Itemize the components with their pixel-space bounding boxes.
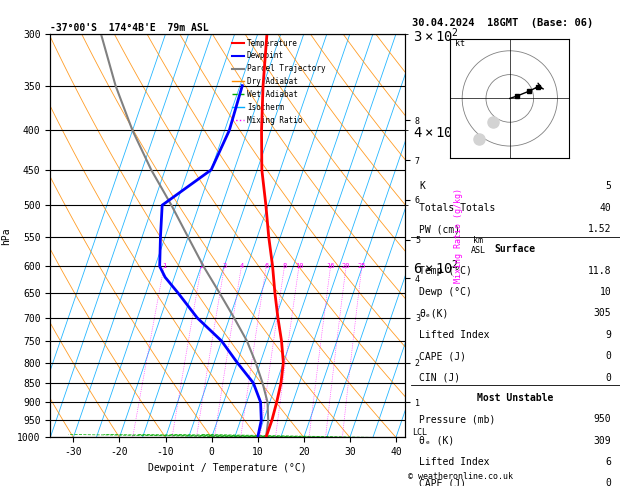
Text: Mixing Ratio (g/kg): Mixing Ratio (g/kg) xyxy=(454,188,463,283)
Text: 8: 8 xyxy=(282,263,287,269)
Text: 1: 1 xyxy=(162,263,166,269)
Text: Most Unstable: Most Unstable xyxy=(477,393,554,403)
Text: Dewp (°C): Dewp (°C) xyxy=(419,287,472,297)
Text: 950: 950 xyxy=(594,414,611,424)
Text: θₑ (K): θₑ (K) xyxy=(419,435,454,446)
Text: CAPE (J): CAPE (J) xyxy=(419,478,466,486)
Text: 11.8: 11.8 xyxy=(587,266,611,276)
Text: LCL: LCL xyxy=(412,428,427,437)
Text: 9: 9 xyxy=(605,330,611,340)
Text: Totals Totals: Totals Totals xyxy=(419,203,496,213)
Text: Temp (°C): Temp (°C) xyxy=(419,266,472,276)
Text: 10: 10 xyxy=(295,263,303,269)
Text: -37°00'S  174°4B'E  79m ASL: -37°00'S 174°4B'E 79m ASL xyxy=(50,23,209,33)
Text: K: K xyxy=(419,181,425,191)
Text: 4: 4 xyxy=(239,263,243,269)
Text: 3: 3 xyxy=(222,263,226,269)
Text: © weatheronline.co.uk: © weatheronline.co.uk xyxy=(408,472,513,481)
Text: 309: 309 xyxy=(594,435,611,446)
Text: 0: 0 xyxy=(605,351,611,361)
Text: 0: 0 xyxy=(605,373,611,382)
Text: 16: 16 xyxy=(326,263,335,269)
Text: CAPE (J): CAPE (J) xyxy=(419,351,466,361)
Text: 0: 0 xyxy=(605,478,611,486)
Text: 2: 2 xyxy=(199,263,204,269)
Text: Lifted Index: Lifted Index xyxy=(419,457,489,467)
Text: 6: 6 xyxy=(264,263,269,269)
X-axis label: Dewpoint / Temperature (°C): Dewpoint / Temperature (°C) xyxy=(148,463,307,473)
Text: 305: 305 xyxy=(594,309,611,318)
Text: 10: 10 xyxy=(599,287,611,297)
Text: 20: 20 xyxy=(342,263,350,269)
Text: 5: 5 xyxy=(605,181,611,191)
Text: kt: kt xyxy=(455,39,465,48)
Y-axis label: hPa: hPa xyxy=(1,227,11,244)
Text: 1.52: 1.52 xyxy=(587,224,611,234)
Text: 40: 40 xyxy=(599,203,611,213)
Text: 30.04.2024  18GMT  (Base: 06): 30.04.2024 18GMT (Base: 06) xyxy=(412,18,593,28)
Legend: Temperature, Dewpoint, Parcel Trajectory, Dry Adiabat, Wet Adiabat, Isotherm, Mi: Temperature, Dewpoint, Parcel Trajectory… xyxy=(230,35,328,128)
Text: 25: 25 xyxy=(358,263,366,269)
Text: Surface: Surface xyxy=(494,244,536,254)
Text: PW (cm): PW (cm) xyxy=(419,224,460,234)
Text: Pressure (mb): Pressure (mb) xyxy=(419,414,496,424)
Text: 6: 6 xyxy=(605,457,611,467)
Text: θₑ(K): θₑ(K) xyxy=(419,309,448,318)
Y-axis label: km
ASL: km ASL xyxy=(470,236,486,255)
Text: Lifted Index: Lifted Index xyxy=(419,330,489,340)
Text: CIN (J): CIN (J) xyxy=(419,373,460,382)
